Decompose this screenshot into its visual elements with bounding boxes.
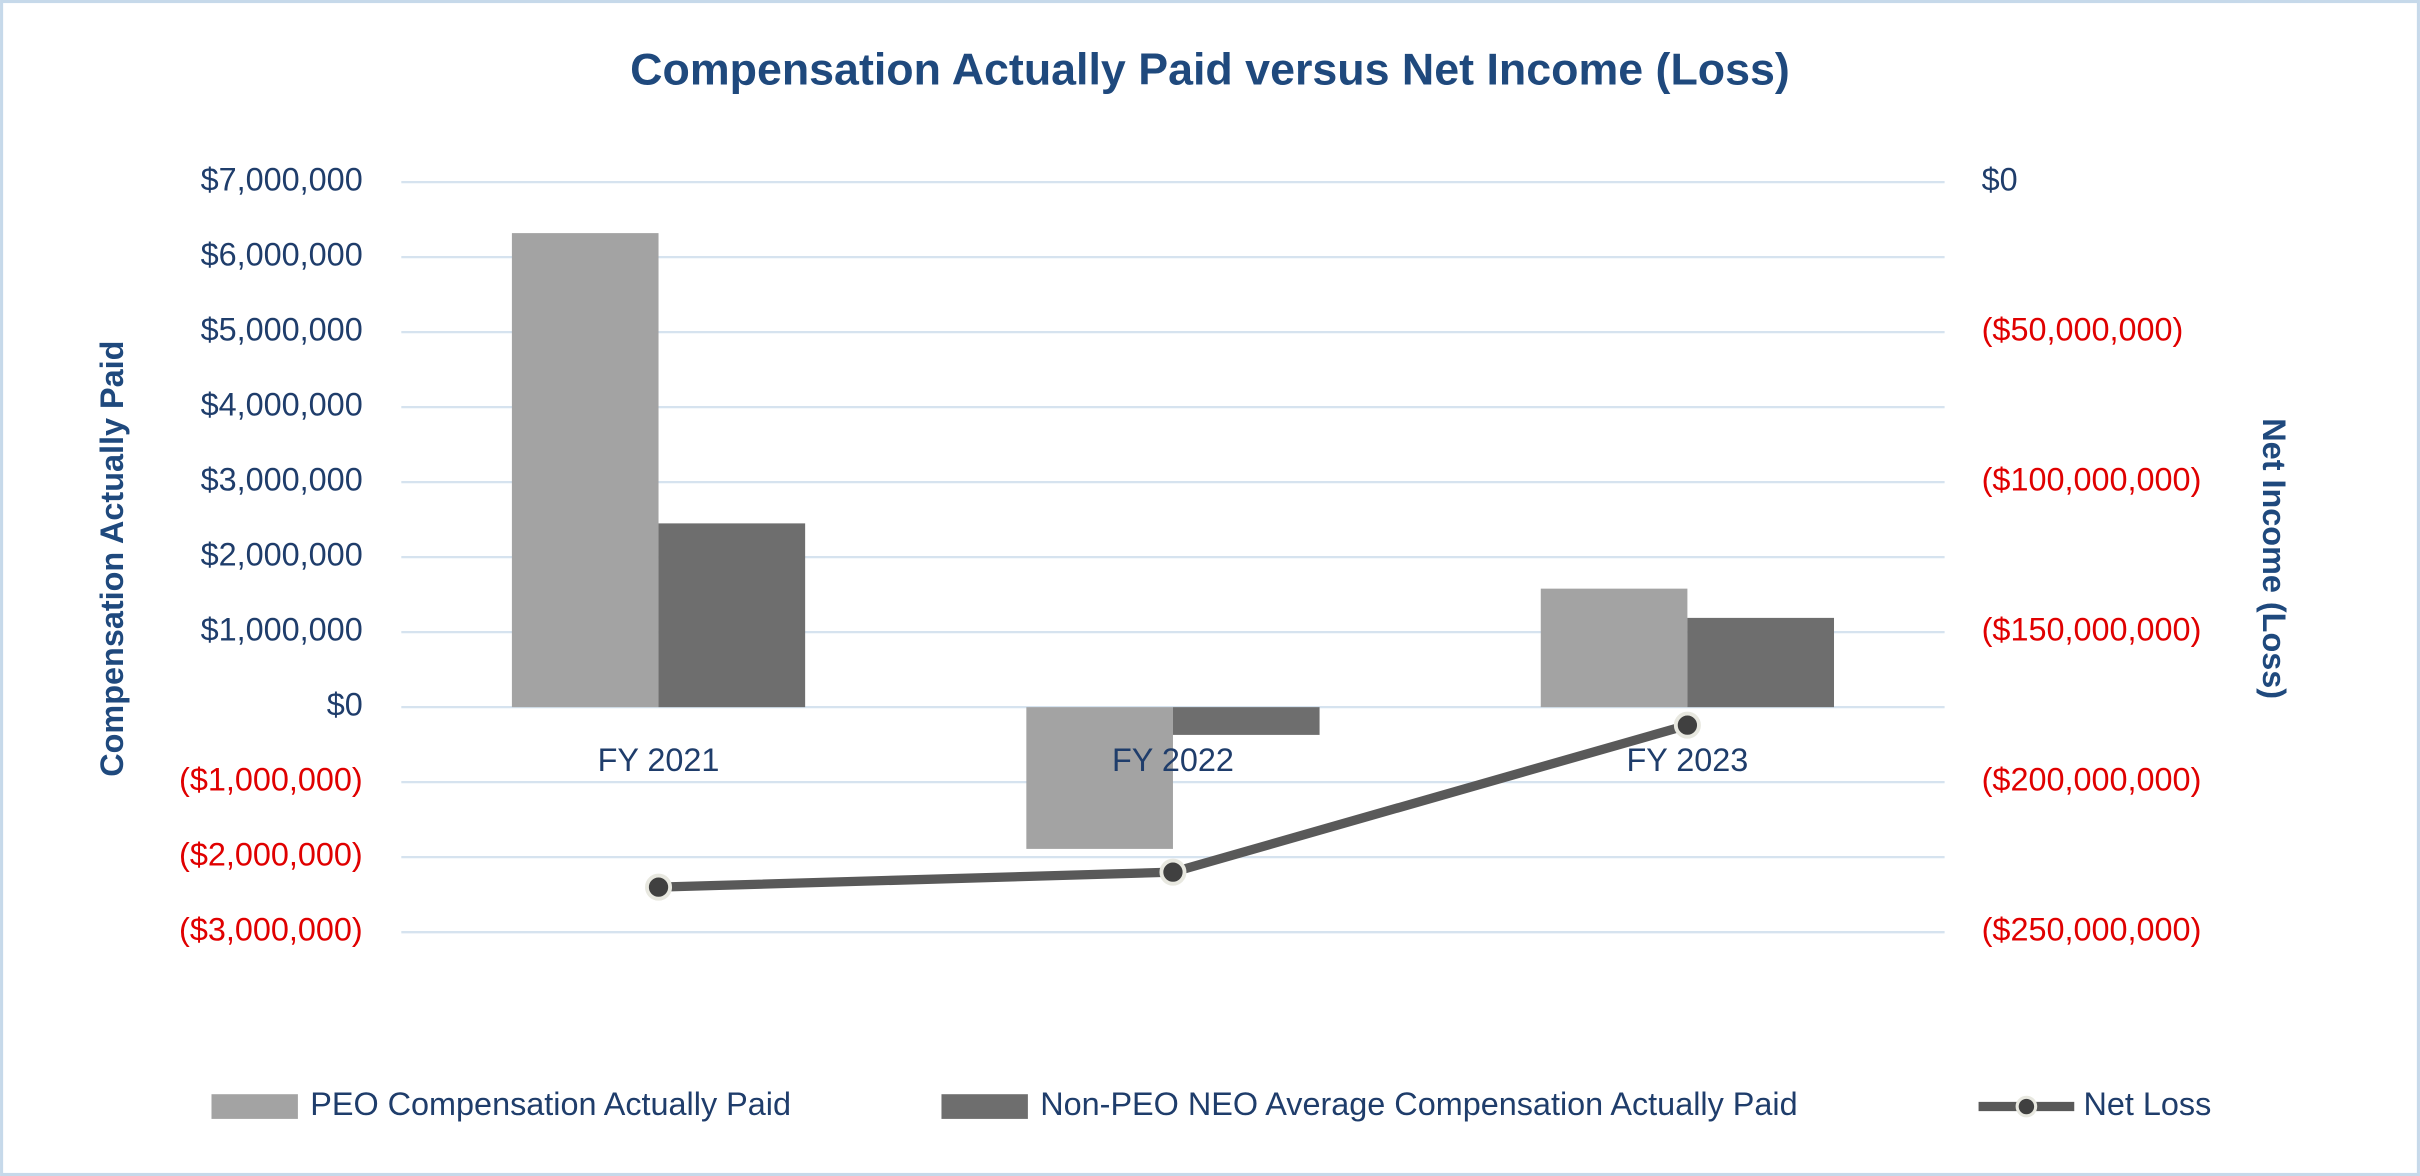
y-tick-label: $4,000,000: [201, 387, 363, 423]
y-tick-label: $0: [327, 687, 363, 723]
y-tick-label: $6,000,000: [201, 237, 363, 273]
x-tick-label: FY 2023: [1626, 742, 1748, 778]
y2-tick-label: ($100,000,000): [1982, 462, 2202, 498]
y-axis-title: Compensation Actually Paid: [94, 341, 130, 777]
bar: [511, 233, 659, 708]
legend-label: Net Loss: [2084, 1086, 2212, 1122]
bar: [1540, 588, 1688, 708]
y-tick-label: $1,000,000: [201, 612, 363, 648]
chart-title: Compensation Actually Paid versus Net In…: [630, 44, 1790, 94]
y2-tick-label: ($250,000,000): [1982, 912, 2202, 948]
bar: [658, 523, 806, 708]
line-marker: [1159, 858, 1187, 886]
y2-tick-label: $0: [1982, 162, 2018, 198]
y-tick-label: ($2,000,000): [179, 837, 363, 873]
y-tick-label: $7,000,000: [201, 162, 363, 198]
bar: [1026, 707, 1173, 849]
legend-label: PEO Compensation Actually Paid: [310, 1086, 791, 1122]
y2-tick-label: ($200,000,000): [1982, 762, 2202, 798]
line-marker: [1673, 711, 1701, 739]
y2-axis-title: Net Income (Loss): [2256, 418, 2292, 699]
legend-swatch: [211, 1094, 298, 1119]
legend-swatch: [941, 1094, 1028, 1119]
bar: [1172, 707, 1320, 735]
line-marker: [645, 873, 673, 901]
x-tick-label: FY 2021: [598, 742, 720, 778]
bar: [1687, 617, 1835, 708]
y-tick-label: $2,000,000: [201, 537, 363, 573]
y-tick-label: $5,000,000: [201, 312, 363, 348]
x-tick-label: FY 2022: [1112, 742, 1234, 778]
y-tick-label: ($3,000,000): [179, 912, 363, 948]
y-tick-label: ($1,000,000): [179, 762, 363, 798]
legend-swatch: [2015, 1095, 2038, 1118]
y2-tick-label: ($50,000,000): [1982, 312, 2184, 348]
y-tick-label: $3,000,000: [201, 462, 363, 498]
legend-label: Non-PEO NEO Average Compensation Actuall…: [1040, 1086, 1797, 1122]
y2-tick-label: ($150,000,000): [1982, 612, 2202, 648]
